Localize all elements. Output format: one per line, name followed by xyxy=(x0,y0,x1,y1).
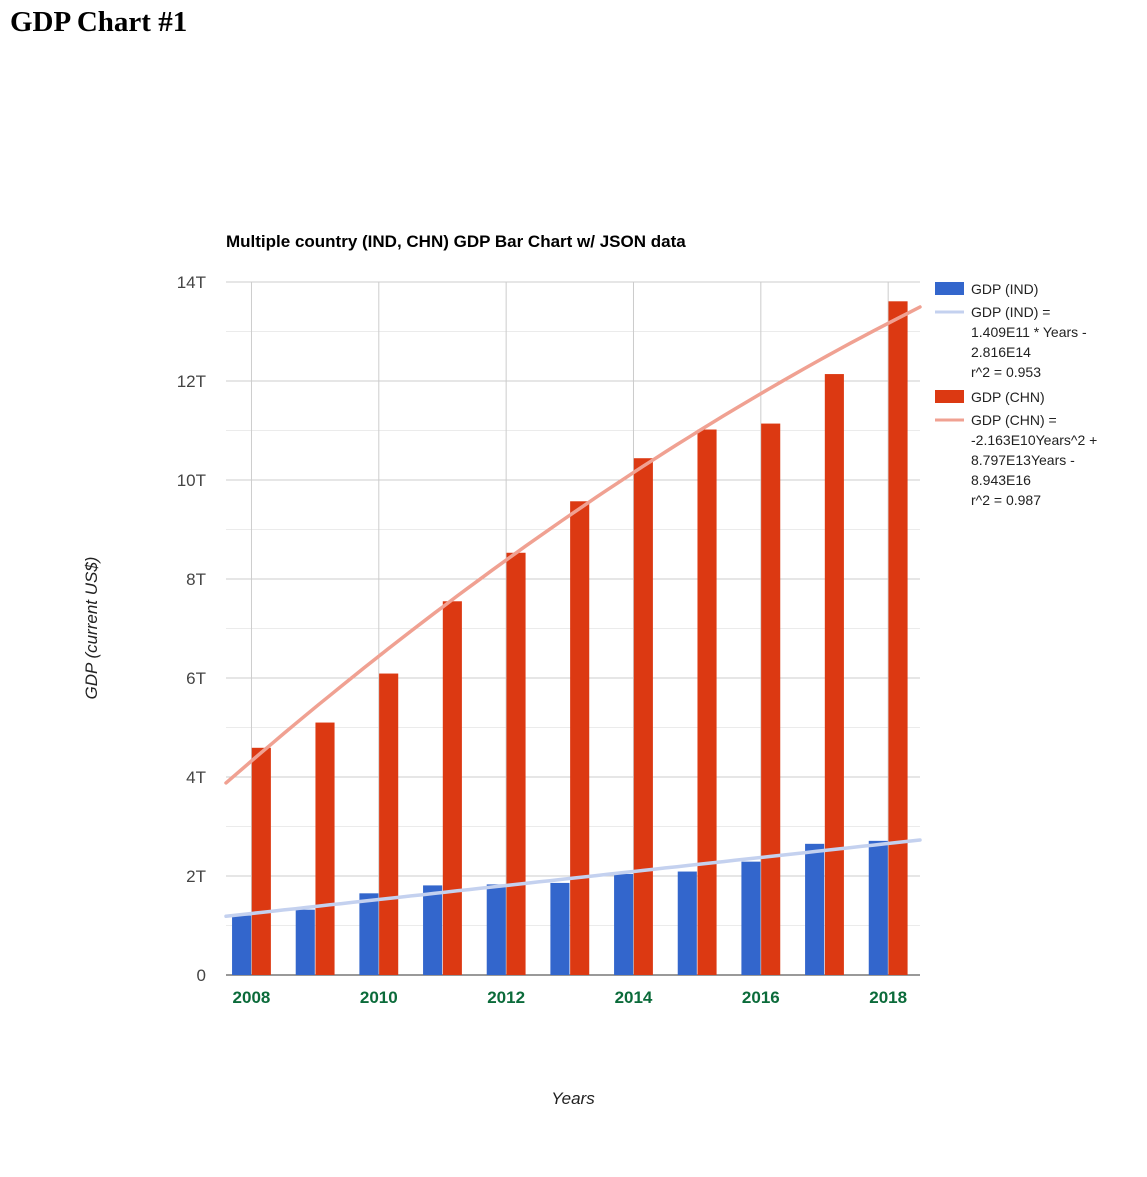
legend: GDP (IND) GDP (IND) = 1.409E11 * Years - 2.… xyxy=(935,281,1097,508)
bar-gdpchn-2011 xyxy=(442,601,462,975)
legend-label-gdpind: GDP (IND) xyxy=(971,281,1038,297)
bar-gdpchn-2013 xyxy=(570,501,590,975)
y-axis-ticks: 0 2T 4T 6T 8T 10T 12T 14T xyxy=(177,273,206,985)
legend-swatch-gdpind xyxy=(935,282,964,295)
trendline-gdpind xyxy=(224,838,922,919)
y-axis-title: GDP (current US$) xyxy=(82,557,101,700)
bar-gdpchn-2016 xyxy=(761,423,781,975)
bars xyxy=(232,301,908,976)
legend-trend-label-gdpchn: 8.943E16 xyxy=(971,472,1031,488)
bar-gdpind-2014 xyxy=(614,874,634,975)
y-tick-label: 2T xyxy=(186,867,206,886)
bar-gdpind-2013 xyxy=(550,882,570,975)
bar-gdpchn-2014 xyxy=(633,458,653,976)
bar-gdpind-2011 xyxy=(423,885,443,975)
y-tick-label: 0 xyxy=(197,966,206,985)
chart-title: Multiple country (IND, CHN) GDP Bar Char… xyxy=(226,232,686,251)
trendlines xyxy=(224,305,922,919)
y-tick-label: 6T xyxy=(186,669,206,688)
legend-trend-label-gdpchn: r^2 = 0.987 xyxy=(971,492,1041,508)
bar-gdpind-2018 xyxy=(868,840,888,975)
bar-gdpchn-2008 xyxy=(251,747,271,975)
bar-gdpind-2008 xyxy=(232,915,252,975)
x-tick-label: 2008 xyxy=(233,988,271,1007)
bar-gdpind-2009 xyxy=(295,909,315,975)
legend-swatch-gdpchn xyxy=(935,390,964,403)
bar-gdpind-2012 xyxy=(486,884,506,975)
legend-trend-label-gdpchn: 8.797E13Years - xyxy=(971,452,1075,468)
legend-trend-label-gdpind: 1.409E11 * Years - xyxy=(971,324,1087,340)
bar-gdpchn-2012 xyxy=(506,552,526,975)
legend-trend-label-gdpind: GDP (IND) = xyxy=(971,304,1050,320)
x-tick-label: 2010 xyxy=(360,988,398,1007)
bar-gdpind-2010 xyxy=(359,893,379,975)
y-tick-label: 12T xyxy=(177,372,206,391)
x-axis-ticks: 2008 2010 2012 2014 2016 2018 xyxy=(233,988,908,1007)
x-tick-label: 2014 xyxy=(615,988,653,1007)
legend-trend-label-gdpind: r^2 = 0.953 xyxy=(971,364,1041,380)
bar-gdpchn-2015 xyxy=(697,429,717,975)
y-tick-label: 8T xyxy=(186,570,206,589)
y-tick-label: 10T xyxy=(177,471,206,490)
trendline-gdpchn xyxy=(224,305,922,785)
x-tick-label: 2018 xyxy=(869,988,907,1007)
legend-trend-label-gdpind: 2.816E14 xyxy=(971,344,1031,360)
bar-gdpchn-2010 xyxy=(379,673,399,975)
legend-trend-label-gdpchn: -2.163E10Years^2 + xyxy=(971,432,1097,448)
page-heading: GDP Chart #1 xyxy=(10,6,188,38)
legend-trend-label-gdpchn: GDP (CHN) = xyxy=(971,412,1057,428)
bar-gdpind-2017 xyxy=(805,843,825,975)
x-tick-label: 2012 xyxy=(487,988,525,1007)
x-axis-title: Years xyxy=(551,1089,595,1108)
bar-gdpind-2015 xyxy=(677,871,697,975)
x-tick-label: 2016 xyxy=(742,988,780,1007)
bar-gdpind-2016 xyxy=(741,861,761,975)
legend-label-gdpchn: GDP (CHN) xyxy=(971,389,1045,405)
bar-gdpchn-2009 xyxy=(315,722,335,975)
y-tick-label: 14T xyxy=(177,273,206,292)
bar-gdpchn-2018 xyxy=(888,301,908,975)
bar-gdpchn-2017 xyxy=(824,374,844,975)
y-tick-label: 4T xyxy=(186,768,206,787)
